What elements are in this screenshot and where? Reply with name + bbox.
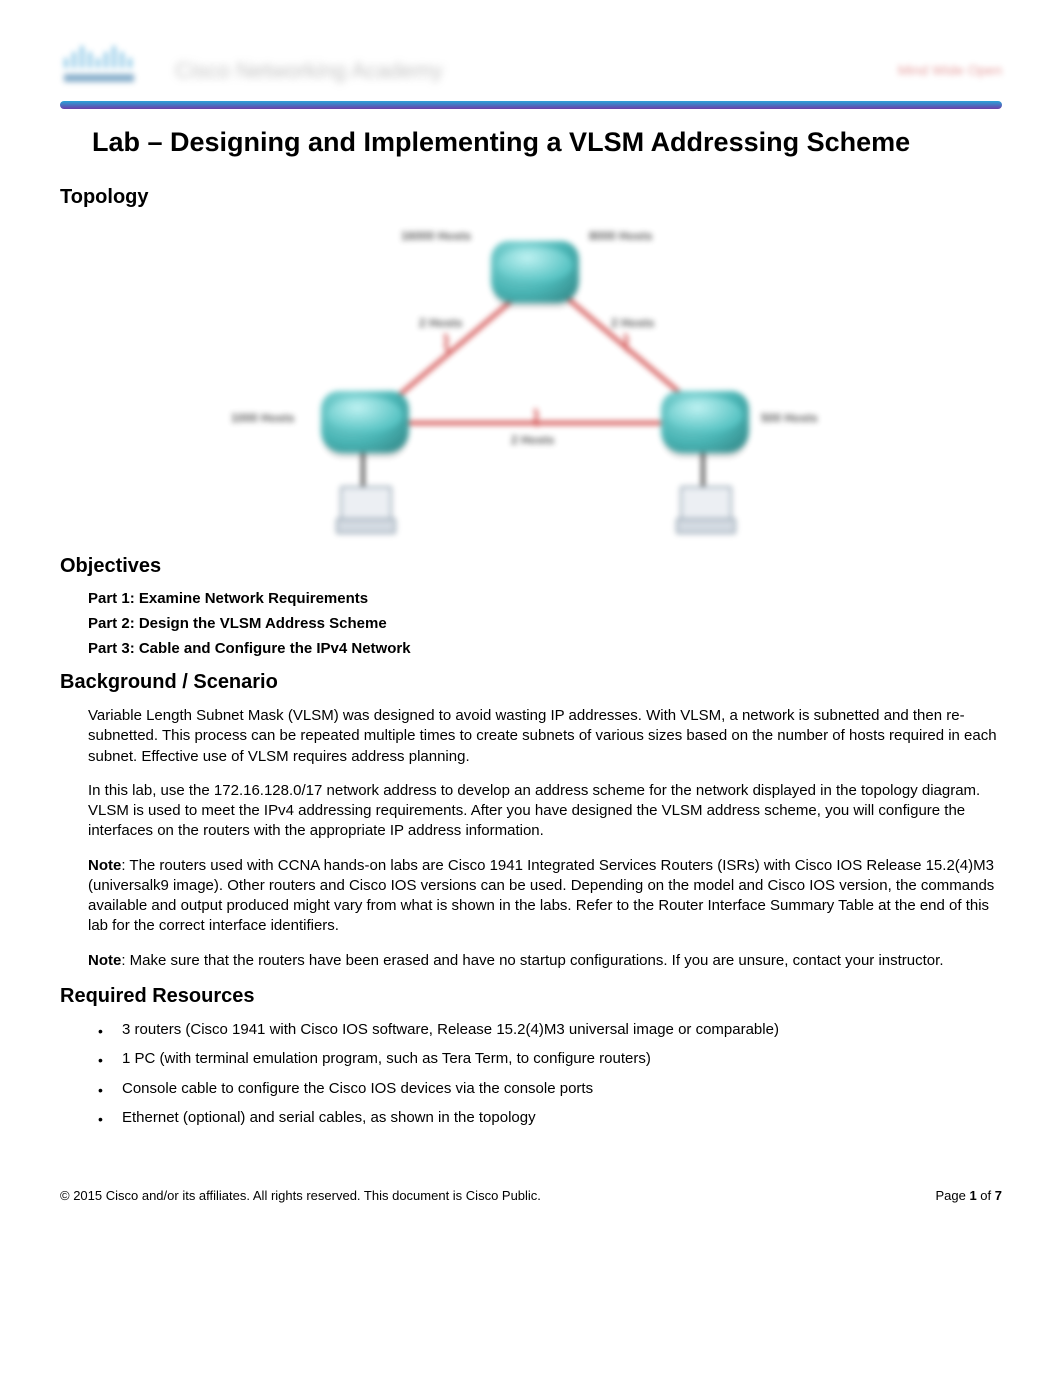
- note-label: Note: [88, 952, 121, 969]
- diagram-label: 500 Hosts: [761, 411, 818, 425]
- page-of: of: [977, 1188, 995, 1203]
- note-text: : The routers used with CCNA hands-on la…: [88, 857, 994, 935]
- topology-diagram: ⌇ ⌇ ⌇ 16000 Hosts 8000 Hosts 1000 Hosts …: [191, 221, 871, 541]
- zigzag-icon: ⌇: [531, 406, 542, 432]
- resource-item: 1 PC (with terminal emulation program, s…: [98, 1049, 1002, 1069]
- router-hq: [491, 241, 579, 303]
- resource-item: 3 routers (Cisco 1941 with Cisco IOS sof…: [98, 1020, 1002, 1040]
- academy-title: Cisco Networking Academy: [175, 58, 443, 84]
- pc-2: [676, 486, 732, 534]
- background-paragraph: Variable Length Subnet Mask (VLSM) was d…: [88, 706, 1002, 767]
- cisco-logo-icon: [60, 40, 140, 85]
- background-heading: Background / Scenario: [60, 671, 1002, 694]
- page-label: Page: [935, 1188, 969, 1203]
- page-footer: © 2015 Cisco and/or its affiliates. All …: [60, 1188, 1002, 1203]
- note-label: Note: [88, 857, 121, 874]
- resources-heading: Required Resources: [60, 985, 1002, 1008]
- tagline-text: Mind Wide Open: [898, 62, 1002, 78]
- page-current: 1: [969, 1188, 976, 1203]
- diagram-label: 2 Hosts: [611, 316, 654, 330]
- objective-item: Part 1: Examine Network Requirements: [88, 590, 1002, 607]
- resource-item: Console cable to configure the Cisco IOS…: [98, 1079, 1002, 1099]
- lab-title: Lab – Designing and Implementing a VLSM …: [92, 127, 1002, 158]
- page-total: 7: [995, 1188, 1002, 1203]
- router-br1: [321, 391, 409, 453]
- objectives-heading: Objectives: [60, 555, 1002, 578]
- copyright-text: © 2015 Cisco and/or its affiliates. All …: [60, 1188, 541, 1203]
- zigzag-icon: ⌇: [621, 331, 632, 357]
- serial-link-br1-br2: [396, 421, 696, 425]
- objective-item: Part 3: Cable and Configure the IPv4 Net…: [88, 640, 1002, 657]
- diagram-label: 8000 Hosts: [589, 229, 652, 243]
- header-divider: [60, 101, 1002, 109]
- note-text: : Make sure that the routers have been e…: [121, 952, 943, 969]
- diagram-label: 2 Hosts: [419, 316, 462, 330]
- resources-list: 3 routers (Cisco 1941 with Cisco IOS sof…: [98, 1020, 1002, 1128]
- diagram-label: 2 Hosts: [511, 433, 554, 447]
- objective-item: Part 2: Design the VLSM Address Scheme: [88, 615, 1002, 632]
- page-indicator: Page 1 of 7: [935, 1188, 1002, 1203]
- diagram-label: 1000 Hosts: [231, 411, 294, 425]
- note-paragraph: Note: The routers used with CCNA hands-o…: [88, 856, 1002, 937]
- pc-1: [336, 486, 392, 534]
- diagram-label: 16000 Hosts: [401, 229, 471, 243]
- router-br2: [661, 391, 749, 453]
- zigzag-icon: ⌇: [441, 331, 452, 357]
- page-header: Cisco Networking Academy Mind Wide Open: [60, 40, 1002, 95]
- background-paragraph: In this lab, use the 172.16.128.0/17 net…: [88, 781, 1002, 842]
- resource-item: Ethernet (optional) and serial cables, a…: [98, 1108, 1002, 1128]
- topology-heading: Topology: [60, 186, 1002, 209]
- note-paragraph: Note: Make sure that the routers have be…: [88, 951, 1002, 971]
